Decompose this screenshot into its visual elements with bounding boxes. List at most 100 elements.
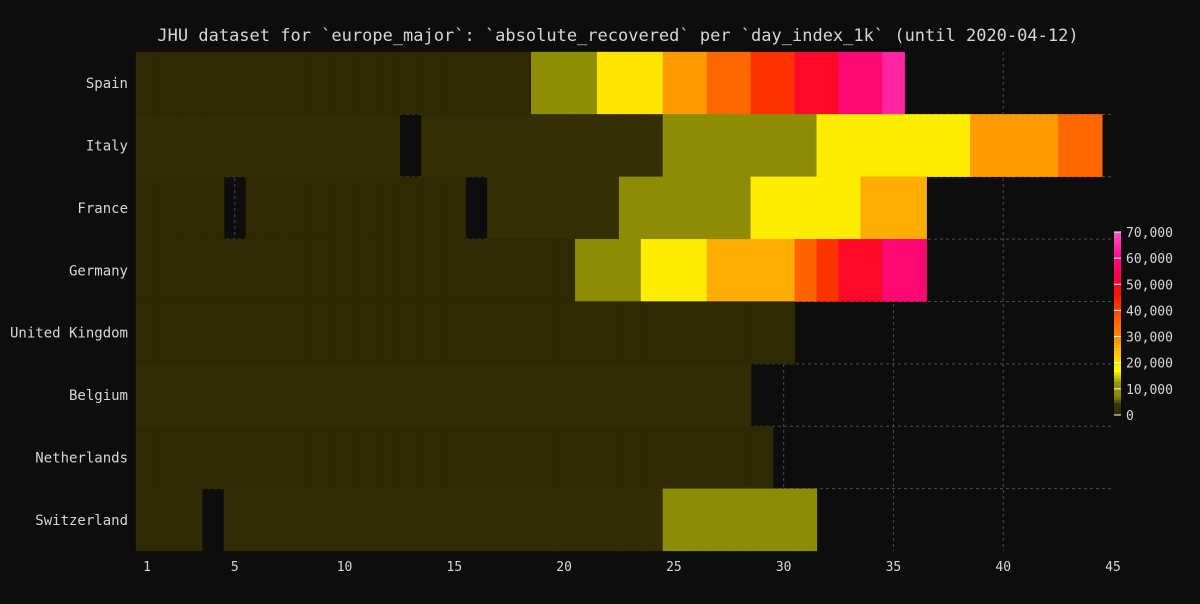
heatmap-cell [157, 114, 181, 177]
heatmap-cell [333, 426, 357, 489]
colorbar-segment [1114, 344, 1121, 349]
heatmap-cell [596, 114, 620, 177]
heatmap-cell [289, 488, 313, 552]
heatmap-cell [838, 114, 862, 177]
heatmap-cell [904, 114, 927, 177]
heatmap-cell [245, 301, 269, 365]
colorbar-segment [1114, 329, 1121, 334]
heatmap-cell [443, 176, 466, 240]
heatmap-cell [552, 488, 576, 552]
colorbar-label: 30,000 [1126, 331, 1173, 346]
colorbar-segment [1114, 268, 1121, 273]
heatmap-cell [377, 238, 401, 302]
heatmap-cell [421, 426, 444, 489]
heatmap-cell [223, 238, 247, 302]
colorbar-segment [1114, 244, 1121, 248]
heatmap-cell [399, 426, 422, 489]
heatmap-cell [201, 51, 225, 115]
heatmap-cell [794, 176, 818, 240]
colorbar-segment [1114, 283, 1121, 288]
x-tick-label: 25 [666, 560, 682, 575]
heatmap-cell [311, 426, 335, 489]
colorbar-label: 40,000 [1126, 304, 1173, 319]
colorbar-segment [1114, 402, 1121, 407]
heatmap-cell [1014, 114, 1037, 177]
heatmap-cell [772, 238, 796, 302]
heatmap-cell [289, 301, 313, 365]
row-labels: Spain Italy France Germany United Kingdom Bel… [10, 76, 128, 529]
heatmap-cell [970, 114, 993, 177]
heatmap-cell [728, 488, 752, 552]
heatmap-cell [706, 114, 730, 177]
heatmap-cell [860, 51, 884, 115]
heatmap-cell [223, 51, 247, 115]
heatmap-cell [289, 176, 313, 240]
colorbar-segment [1114, 399, 1121, 404]
heatmap-cell [509, 488, 532, 552]
heatmap-cell [706, 51, 730, 115]
heatmap-cell [794, 238, 818, 302]
heatmap-cell [179, 51, 203, 115]
colorbar-segment [1114, 305, 1121, 309]
heatmap-cell [640, 488, 664, 552]
heatmap-cell [596, 301, 620, 365]
colorbar-segment [1114, 341, 1121, 346]
heatmap-cell [355, 114, 379, 177]
heatmap-cell [267, 51, 291, 115]
heatmap-cell [904, 176, 927, 240]
heatmap-cell [179, 238, 203, 302]
heatmap-cell [399, 51, 422, 115]
heatmap-cell [1079, 114, 1103, 177]
heatmap-cell [377, 114, 401, 177]
heatmap-cell [684, 301, 708, 365]
heatmap-cell [157, 488, 181, 552]
colorbar-segment [1114, 320, 1121, 324]
heatmap-cell [289, 51, 313, 115]
heatmap-cell [333, 238, 357, 302]
colorbar-segment [1114, 332, 1121, 337]
heatmap-cell [684, 51, 708, 115]
heatmap-cell [223, 301, 247, 365]
heatmap-cell [157, 51, 181, 115]
row-label: Belgium [69, 388, 128, 404]
heatmap-cell [135, 301, 159, 365]
heatmap-cell [794, 114, 818, 177]
heatmap-cell [311, 238, 335, 302]
heatmap-cell [816, 176, 840, 240]
heatmap-cell [728, 114, 752, 177]
heatmap-cell [179, 426, 203, 489]
heatmap-cell [465, 51, 488, 115]
colorbar-segment [1114, 247, 1121, 251]
heatmap-cell [421, 51, 444, 115]
heatmap-cell [465, 488, 488, 552]
heatmap-cell [245, 363, 269, 427]
heatmap-cell [333, 488, 357, 552]
heatmap-cell [728, 51, 752, 115]
heatmap-cell [618, 238, 642, 302]
heatmap-cell [574, 114, 598, 177]
heatmap-cell [838, 176, 862, 240]
heatmap-cell [443, 363, 466, 427]
heatmap-cell [465, 238, 488, 302]
heatmap-cell [135, 426, 159, 489]
heatmap-cell [355, 363, 379, 427]
heatmap-cell [640, 51, 664, 115]
heatmap-cell [509, 51, 532, 115]
row-label: Germany [69, 263, 128, 279]
heatmap-cell [135, 488, 159, 552]
heatmap-cell [618, 176, 642, 240]
colorbar-segment [1114, 335, 1121, 340]
heatmap-cell [509, 301, 532, 365]
row-label: Netherlands [35, 450, 128, 466]
colorbar-segment [1114, 314, 1121, 318]
heatmap-cell [421, 363, 444, 427]
row-label: United Kingdom [10, 326, 128, 342]
heatmap-cell [289, 238, 313, 302]
heatmap-cell [487, 301, 510, 365]
heatmap-cell [706, 426, 730, 489]
heatmap-cell [750, 488, 774, 552]
heatmap-cell [399, 301, 422, 365]
colorbar-segment [1114, 411, 1121, 416]
colorbar-segment [1114, 302, 1121, 306]
colorbar-segment [1114, 232, 1121, 236]
